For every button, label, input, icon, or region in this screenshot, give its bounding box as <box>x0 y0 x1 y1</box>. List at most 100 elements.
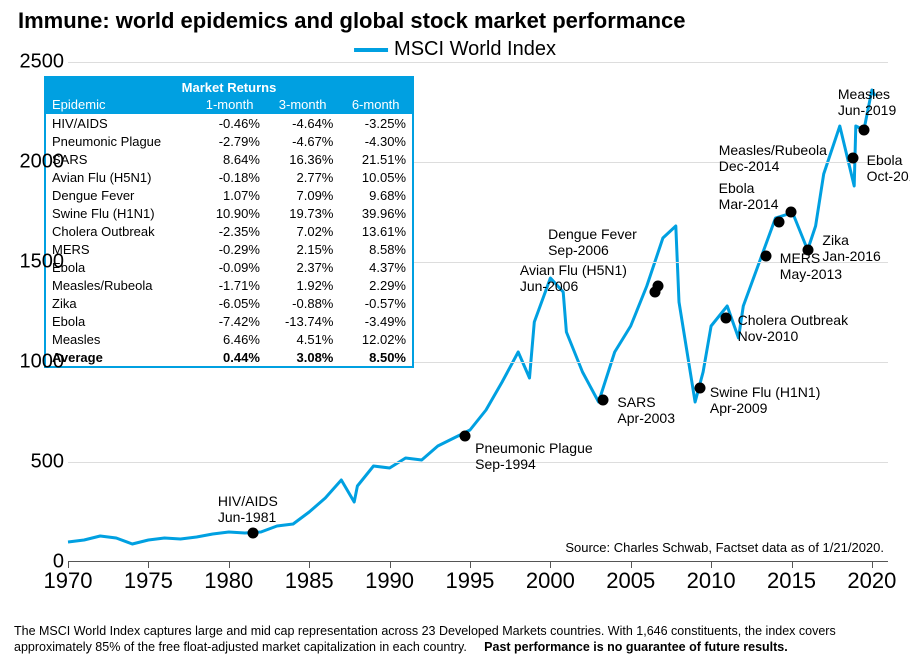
table-cell: -0.88% <box>266 294 339 312</box>
table-column-header: Epidemic <box>46 95 193 114</box>
table-cell: Measles/Rubeola <box>46 276 193 294</box>
event-label: Dengue FeverSep-2006 <box>548 226 637 258</box>
event-marker <box>460 431 471 442</box>
table-cell: 0.44% <box>193 348 266 366</box>
table-cell: SARS <box>46 150 193 168</box>
table-cell: 9.68% <box>339 186 412 204</box>
table-row: Cholera Outbreak-2.35%7.02%13.61% <box>46 222 412 240</box>
table-cell: 2.29% <box>339 276 412 294</box>
event-label: EbolaOct-2018 <box>867 152 910 184</box>
table-cell: MERS <box>46 240 193 258</box>
table-super-header: Market Returns <box>46 78 412 95</box>
footer-note: The MSCI World Index captures large and … <box>14 623 894 656</box>
x-axis-tick: 1980 <box>204 568 253 594</box>
table-cell: 10.90% <box>193 204 266 222</box>
event-label: Measles/RubeolaDec-2014 <box>719 142 827 174</box>
table-cell: -3.25% <box>339 114 412 132</box>
table-cell: 39.96% <box>339 204 412 222</box>
table-cell: 3.08% <box>266 348 339 366</box>
chart-title: Immune: world epidemics and global stock… <box>18 8 686 34</box>
table-cell: 10.05% <box>339 168 412 186</box>
event-marker <box>803 245 814 256</box>
y-axis-tick: 2500 <box>16 51 64 74</box>
gridline <box>68 62 888 63</box>
table-row: Measles6.46%4.51%12.02% <box>46 330 412 348</box>
table-cell: Dengue Fever <box>46 186 193 204</box>
table-cell: -2.79% <box>193 132 266 150</box>
footer-disclaimer: Past performance is no guarantee of futu… <box>484 640 788 654</box>
event-marker <box>858 125 869 136</box>
event-marker <box>773 217 784 228</box>
event-label: HIV/AIDSJun-1981 <box>218 493 278 525</box>
table-cell: Ebola <box>46 312 193 330</box>
table-cell: 13.61% <box>339 222 412 240</box>
event-marker <box>653 281 664 292</box>
event-marker <box>760 251 771 262</box>
table-cell: 21.51% <box>339 150 412 168</box>
x-axis-tick: 1985 <box>285 568 334 594</box>
table-cell: 7.02% <box>266 222 339 240</box>
y-axis-tick: 2000 <box>16 151 64 174</box>
x-axis-tick: 2015 <box>767 568 816 594</box>
returns-table: Market Returns Epidemic1-month3-month6-m… <box>44 76 414 368</box>
x-axis-tick: 1995 <box>445 568 494 594</box>
table-cell: Measles <box>46 330 193 348</box>
table-cell: -0.18% <box>193 168 266 186</box>
table-row: Measles/Rubeola-1.71%1.92%2.29% <box>46 276 412 294</box>
table-cell: -1.71% <box>193 276 266 294</box>
x-axis-tick: 2000 <box>526 568 575 594</box>
x-axis-tick: 1975 <box>124 568 173 594</box>
table-cell: 2.77% <box>266 168 339 186</box>
table-cell: -3.49% <box>339 312 412 330</box>
y-axis-tick: 1500 <box>16 251 64 274</box>
table-row: Avian Flu (H5N1)-0.18%2.77%10.05% <box>46 168 412 186</box>
table-average-row: Average0.44%3.08%8.50% <box>46 348 412 366</box>
chart-area: Source: Charles Schwab, Factset data as … <box>10 62 900 612</box>
x-axis-tick: 1970 <box>44 568 93 594</box>
legend-label: MSCI World Index <box>394 38 556 61</box>
event-label: Swine Flu (H1N1)Apr-2009 <box>710 384 820 416</box>
table-cell: 1.92% <box>266 276 339 294</box>
table-row: Dengue Fever1.07%7.09%9.68% <box>46 186 412 204</box>
table-cell: -4.67% <box>266 132 339 150</box>
table-row: Ebola-0.09%2.37%4.37% <box>46 258 412 276</box>
y-axis-tick: 500 <box>16 451 64 474</box>
x-axis-tick: 2005 <box>606 568 655 594</box>
event-label: Cholera OutbreakNov-2010 <box>738 312 849 344</box>
table-cell: 8.58% <box>339 240 412 258</box>
y-axis-tick: 1000 <box>16 351 64 374</box>
table-cell: 4.37% <box>339 258 412 276</box>
table-cell: 1.07% <box>193 186 266 204</box>
table-cell: -0.29% <box>193 240 266 258</box>
table-column-header: 1-month <box>193 95 266 114</box>
table-cell: -4.64% <box>266 114 339 132</box>
event-marker <box>785 207 796 218</box>
table-cell: -0.57% <box>339 294 412 312</box>
table-cell: Swine Flu (H1N1) <box>46 204 193 222</box>
table-cell: 12.02% <box>339 330 412 348</box>
table-cell: 16.36% <box>266 150 339 168</box>
table-cell: -6.05% <box>193 294 266 312</box>
table-row: Swine Flu (H1N1)10.90%19.73%39.96% <box>46 204 412 222</box>
table-row: Zika-6.05%-0.88%-0.57% <box>46 294 412 312</box>
event-label: SARSApr-2003 <box>617 394 675 426</box>
table-cell: HIV/AIDS <box>46 114 193 132</box>
legend-line-swatch <box>354 48 388 52</box>
x-axis-tick: 1990 <box>365 568 414 594</box>
table-cell: Pneumonic Plague <box>46 132 193 150</box>
table-cell: 8.50% <box>339 348 412 366</box>
table-cell: -0.09% <box>193 258 266 276</box>
table-cell: Ebola <box>46 258 193 276</box>
table-column-header: 6-month <box>339 95 412 114</box>
legend: MSCI World Index <box>354 38 556 61</box>
event-label: MeaslesJun-2019 <box>838 86 896 118</box>
table-cell: Avian Flu (H5N1) <box>46 168 193 186</box>
table-row: MERS-0.29%2.15%8.58% <box>46 240 412 258</box>
table-cell: Cholera Outbreak <box>46 222 193 240</box>
event-label: EbolaMar-2014 <box>719 180 779 212</box>
x-axis-tick: 2010 <box>687 568 736 594</box>
table-cell: 4.51% <box>266 330 339 348</box>
table-row: Pneumonic Plague-2.79%-4.67%-4.30% <box>46 132 412 150</box>
table-cell: Average <box>46 348 193 366</box>
event-marker <box>720 313 731 324</box>
